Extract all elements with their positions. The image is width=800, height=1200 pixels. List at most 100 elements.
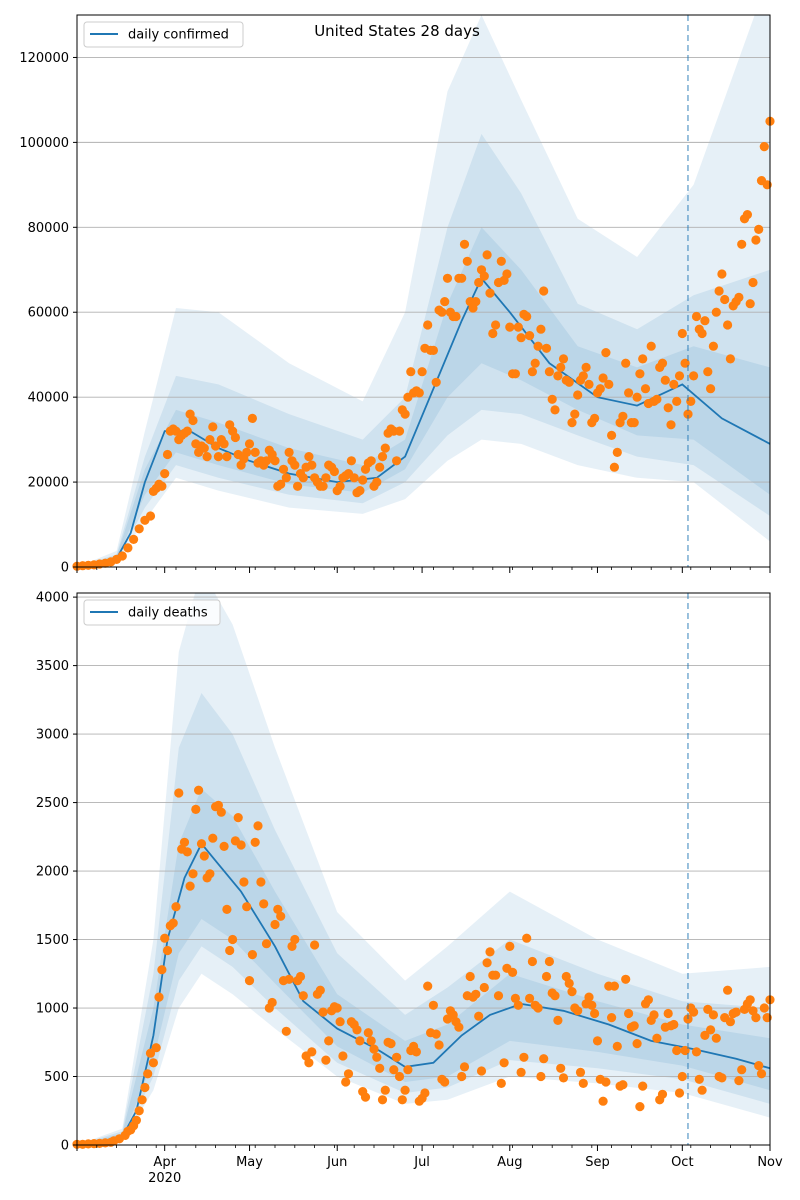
observed-point bbox=[465, 971, 475, 982]
observed-point bbox=[734, 1076, 744, 1086]
observed-point bbox=[242, 902, 252, 912]
observed-point bbox=[341, 1077, 351, 1087]
observed-point bbox=[298, 991, 308, 1001]
observed-point bbox=[304, 1058, 314, 1068]
observed-point bbox=[431, 1029, 441, 1039]
observed-point bbox=[284, 974, 294, 984]
observed-point bbox=[649, 1010, 659, 1020]
observed-point bbox=[629, 418, 639, 428]
observed-point bbox=[723, 320, 733, 330]
observed-point bbox=[208, 833, 218, 843]
observed-point bbox=[247, 413, 257, 423]
observed-point bbox=[321, 473, 331, 483]
observed-point bbox=[632, 1039, 642, 1049]
observed-point bbox=[411, 1047, 421, 1057]
confirmed-dots bbox=[72, 116, 775, 571]
observed-point bbox=[471, 989, 481, 999]
uncertainty-band-2 bbox=[77, 693, 770, 1145]
y-tick-label: 1500 bbox=[36, 933, 69, 948]
observed-point bbox=[459, 239, 470, 249]
observed-point bbox=[564, 377, 574, 387]
observed-point bbox=[366, 456, 376, 466]
observed-point bbox=[759, 1003, 769, 1013]
observed-point bbox=[462, 256, 472, 266]
observed-point bbox=[660, 375, 670, 385]
observed-point bbox=[708, 341, 719, 351]
observed-point bbox=[160, 933, 170, 943]
x-tick-label: Jul bbox=[413, 1155, 430, 1170]
observed-point bbox=[604, 379, 614, 389]
observed-point bbox=[717, 1073, 727, 1083]
confirmed-legend[interactable]: daily confirmed bbox=[83, 21, 244, 48]
observed-point bbox=[694, 1074, 704, 1084]
observed-point bbox=[261, 939, 272, 949]
observed-point bbox=[188, 415, 198, 426]
observed-point bbox=[558, 1073, 569, 1083]
observed-point bbox=[493, 991, 504, 1001]
observed-point bbox=[677, 1071, 687, 1082]
observed-point bbox=[652, 1033, 662, 1043]
observed-point bbox=[276, 911, 286, 921]
observed-point bbox=[640, 384, 651, 394]
observed-point bbox=[638, 1081, 648, 1091]
x-tick-label: Apr bbox=[153, 1155, 176, 1170]
observed-point bbox=[276, 479, 286, 489]
observed-point bbox=[476, 1066, 487, 1076]
observed-point bbox=[129, 534, 139, 545]
observed-point bbox=[160, 469, 170, 479]
legend-box bbox=[83, 21, 244, 48]
observed-point bbox=[202, 452, 212, 462]
observed-point bbox=[567, 987, 577, 997]
observed-point bbox=[541, 343, 552, 353]
y-tick-label: 3500 bbox=[36, 659, 69, 674]
observed-point bbox=[587, 1000, 597, 1010]
uncertainty-band-1 bbox=[77, 593, 770, 1145]
observed-point bbox=[250, 837, 260, 847]
observed-point bbox=[250, 447, 260, 457]
observed-point bbox=[691, 1047, 702, 1057]
observed-point bbox=[536, 1071, 546, 1082]
observed-point bbox=[442, 273, 453, 283]
observed-point bbox=[454, 1022, 464, 1032]
deaths-line-layer bbox=[76, 842, 771, 1146]
observed-point bbox=[672, 1045, 682, 1056]
observed-point bbox=[609, 462, 620, 472]
observed-point bbox=[725, 1017, 736, 1027]
observed-point bbox=[199, 443, 209, 453]
observed-point bbox=[663, 1008, 673, 1019]
observed-point bbox=[244, 976, 255, 986]
observed-point bbox=[621, 358, 631, 368]
observed-point bbox=[171, 902, 181, 912]
observed-point bbox=[140, 1082, 150, 1093]
observed-point bbox=[321, 1055, 331, 1065]
observed-point bbox=[581, 362, 591, 372]
observed-point bbox=[134, 524, 144, 534]
observed-point bbox=[143, 1069, 153, 1079]
legend-label: daily confirmed bbox=[128, 28, 229, 43]
observed-point bbox=[522, 933, 532, 943]
observed-point bbox=[431, 377, 441, 387]
observed-point bbox=[607, 1013, 617, 1023]
y-tick-label: 100000 bbox=[19, 136, 69, 151]
observed-point bbox=[335, 481, 345, 491]
deaths-legend[interactable]: daily deaths bbox=[83, 599, 221, 626]
observed-point bbox=[731, 1007, 741, 1017]
observed-point bbox=[295, 971, 306, 982]
observed-point bbox=[485, 288, 495, 298]
observed-point bbox=[522, 311, 532, 322]
y-tick-label: 1000 bbox=[36, 1002, 69, 1017]
observed-point bbox=[499, 1058, 509, 1068]
observed-point bbox=[601, 1077, 611, 1087]
observed-point bbox=[584, 379, 594, 389]
observed-point bbox=[556, 1063, 566, 1073]
observed-point bbox=[355, 1036, 365, 1046]
observed-point bbox=[516, 1067, 526, 1077]
observed-point bbox=[366, 1036, 376, 1046]
observed-point bbox=[329, 466, 339, 477]
observed-point bbox=[392, 1052, 402, 1062]
observed-point bbox=[459, 1062, 470, 1072]
observed-point bbox=[669, 379, 679, 389]
observed-point bbox=[482, 958, 492, 968]
observed-point bbox=[725, 354, 736, 364]
observed-point bbox=[598, 1096, 608, 1106]
